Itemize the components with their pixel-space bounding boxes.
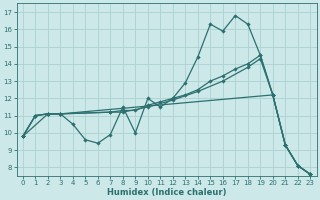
X-axis label: Humidex (Indice chaleur): Humidex (Indice chaleur) bbox=[107, 188, 226, 197]
